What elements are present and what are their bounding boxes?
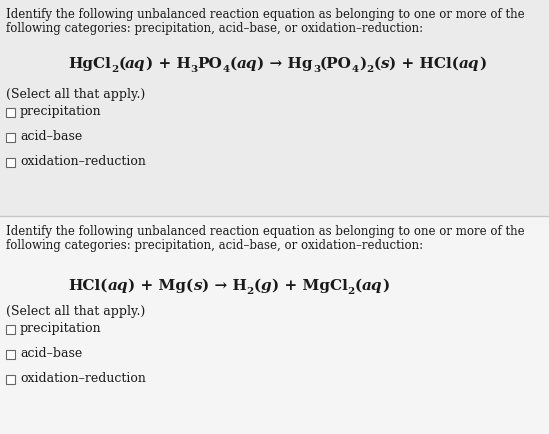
Bar — [6, 325, 15, 334]
Text: ) + MgCl: ) + MgCl — [272, 278, 348, 293]
Text: ): ) — [479, 57, 487, 71]
Text: ) + H: ) + H — [145, 57, 191, 71]
Text: Identify the following unbalanced reaction equation as belonging to one or more : Identify the following unbalanced reacti… — [6, 224, 525, 237]
Text: aq: aq — [108, 278, 128, 293]
Text: HgCl: HgCl — [68, 57, 111, 71]
Text: aq: aq — [125, 57, 145, 71]
Text: 4: 4 — [222, 65, 229, 74]
Text: s: s — [193, 278, 201, 293]
Text: precipitation: precipitation — [20, 322, 102, 335]
Bar — [6, 108, 15, 117]
Text: ): ) — [382, 278, 389, 293]
Text: precipitation: precipitation — [20, 105, 102, 118]
Text: ) + HCl(: ) + HCl( — [389, 57, 459, 71]
Text: (: ( — [118, 57, 125, 71]
Text: 2: 2 — [366, 65, 373, 74]
Text: 2: 2 — [247, 286, 254, 295]
Text: acid–base: acid–base — [20, 347, 82, 360]
Text: (Select all that apply.): (Select all that apply.) — [6, 88, 145, 101]
Text: ): ) — [359, 57, 366, 71]
Text: g: g — [261, 278, 272, 293]
FancyBboxPatch shape — [0, 0, 549, 217]
Bar — [6, 133, 15, 142]
Text: oxidation–reduction: oxidation–reduction — [20, 155, 146, 168]
Text: 3: 3 — [313, 65, 320, 74]
Text: 2: 2 — [111, 65, 118, 74]
Text: 2: 2 — [348, 286, 355, 295]
Text: aq: aq — [237, 57, 257, 71]
Text: PO: PO — [198, 57, 222, 71]
Text: oxidation–reduction: oxidation–reduction — [20, 372, 146, 385]
Text: 3: 3 — [191, 65, 198, 74]
Text: s: s — [380, 57, 389, 71]
Text: ) → Hg: ) → Hg — [257, 56, 313, 71]
Text: HCl(: HCl( — [68, 278, 108, 293]
Text: following categories: precipitation, acid–base, or oxidation–reduction:: following categories: precipitation, aci… — [6, 238, 423, 251]
Text: Identify the following unbalanced reaction equation as belonging to one or more : Identify the following unbalanced reacti… — [6, 8, 525, 21]
Text: ) + Mg(: ) + Mg( — [128, 278, 193, 293]
Text: aq: aq — [362, 278, 382, 293]
Text: (Select all that apply.): (Select all that apply.) — [6, 304, 145, 317]
Text: following categories: precipitation, acid–base, or oxidation–reduction:: following categories: precipitation, aci… — [6, 22, 423, 35]
Bar — [6, 350, 15, 358]
Text: (: ( — [229, 57, 237, 71]
Text: (PO: (PO — [320, 57, 352, 71]
Text: 4: 4 — [352, 65, 359, 74]
Text: ) → H: ) → H — [201, 278, 247, 293]
Text: (: ( — [355, 278, 362, 293]
Text: acid–base: acid–base — [20, 130, 82, 143]
Text: (: ( — [254, 278, 261, 293]
Bar — [6, 158, 15, 167]
Text: aq: aq — [459, 57, 479, 71]
Bar — [6, 375, 15, 384]
Text: (: ( — [373, 57, 380, 71]
